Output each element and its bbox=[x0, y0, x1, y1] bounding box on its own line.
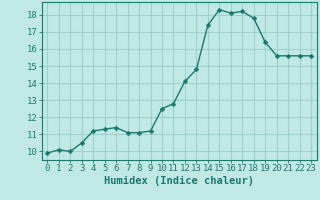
X-axis label: Humidex (Indice chaleur): Humidex (Indice chaleur) bbox=[104, 176, 254, 186]
